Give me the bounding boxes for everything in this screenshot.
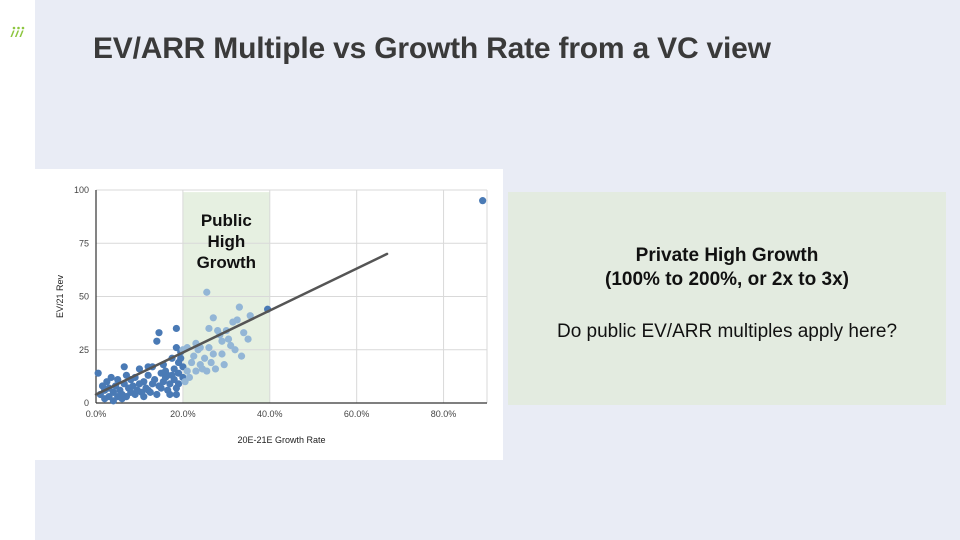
band-label-line-0: Public	[201, 211, 252, 230]
data-point-0-67	[164, 371, 172, 379]
brand-logo-icon	[10, 26, 25, 37]
data-point-1-29	[235, 303, 243, 311]
data-point-1-16	[209, 314, 217, 322]
x-tick-label-1: 20.0%	[170, 409, 196, 419]
data-point-1-31	[240, 329, 248, 337]
data-point-1-24	[224, 335, 233, 343]
data-point-0-0	[94, 369, 102, 377]
data-point-0-50	[166, 390, 174, 399]
x-tick-label-4: 80.0%	[431, 409, 457, 419]
data-point-2-1	[479, 197, 487, 205]
data-point-0-66	[172, 384, 180, 392]
data-point-1-13	[203, 367, 211, 375]
data-point-0-34	[144, 371, 152, 379]
data-point-1-17	[209, 350, 217, 358]
data-point-0-68	[155, 382, 163, 390]
callout-title-line-1: Private High Growth	[635, 245, 819, 266]
data-point-1-12	[203, 288, 211, 296]
data-point-1-27	[231, 346, 239, 354]
data-point-1-22	[220, 361, 228, 369]
chart-panel: 0 25 50 75 100 0.0% 20.0% 40.0% 60.0% 80.0% Publi…	[35, 169, 503, 460]
data-point-1-18	[211, 365, 220, 373]
callout-title-line-2: (100% to 200%, or 2x to 3x)	[605, 269, 849, 290]
y-axis-label: EV/21 Rev	[55, 274, 65, 318]
callout-question: Do public EV/ARR multiples apply here?	[556, 321, 898, 342]
data-point-0-40	[153, 337, 161, 345]
data-point-0-31	[140, 378, 148, 386]
data-point-1-28	[233, 316, 241, 324]
y-tick-label-0: 0	[84, 398, 89, 408]
x-tick-label-0: 0.0%	[86, 409, 107, 419]
data-point-0-42	[155, 329, 163, 337]
data-point-0-8	[107, 373, 115, 382]
callout-title: Private High Growth (100% to 200%, or 2x…	[508, 244, 946, 292]
data-point-1-5	[190, 352, 198, 360]
data-point-0-65	[177, 354, 185, 362]
data-point-1-2	[183, 367, 191, 375]
tick-labels: 0 25 50 75 100 0.0% 20.0% 40.0% 60.0% 80.0%	[74, 185, 456, 419]
y-tick-label-1: 25	[79, 345, 89, 355]
data-point-1-11	[201, 354, 209, 362]
data-point-0-32	[140, 393, 148, 401]
data-point-0-39	[151, 375, 159, 384]
y-tick-label-2: 50	[79, 292, 89, 302]
data-point-0-18	[120, 363, 128, 371]
band-label-line-2: Growth	[197, 253, 256, 272]
axes	[95, 190, 487, 404]
data-point-1-30	[237, 352, 246, 360]
data-point-0-69	[144, 386, 152, 394]
y-tick-label-4: 100	[74, 185, 89, 195]
data-point-1-35	[205, 324, 213, 333]
data-point-1-15	[207, 358, 215, 367]
data-point-1-21	[218, 350, 226, 358]
data-point-1-4	[187, 358, 196, 367]
band-label: Public High Growth	[197, 211, 256, 272]
y-tick-label-3: 75	[79, 238, 89, 248]
slide-title: EV/ARR Multiple vs Growth Rate from a VC…	[93, 32, 771, 65]
data-point-0-41	[153, 390, 161, 399]
data-point-1-14	[205, 344, 213, 352]
data-point-0-13	[114, 375, 122, 384]
data-point-0-54	[172, 324, 180, 333]
private-growth-callout: Private High Growth (100% to 200%, or 2x…	[508, 192, 946, 405]
data-point-1-3	[185, 373, 194, 382]
data-point-0-28	[135, 365, 144, 373]
data-point-1-32	[244, 335, 252, 343]
scatter-chart: 0 25 50 75 100 0.0% 20.0% 40.0% 60.0% 80.0% Publi…	[35, 169, 503, 460]
band-label-line-1: High	[207, 232, 245, 251]
data-point-1-36	[218, 337, 226, 345]
x-tick-label-3: 60.0%	[344, 409, 370, 419]
data-point-1-33	[246, 312, 254, 320]
data-point-1-7	[192, 367, 200, 375]
x-axis-label: 20E-21E Growth Rate	[237, 435, 325, 445]
trendline	[94, 252, 389, 396]
data-point-0-60	[172, 390, 180, 399]
x-tick-label-2: 40.0%	[257, 409, 283, 419]
